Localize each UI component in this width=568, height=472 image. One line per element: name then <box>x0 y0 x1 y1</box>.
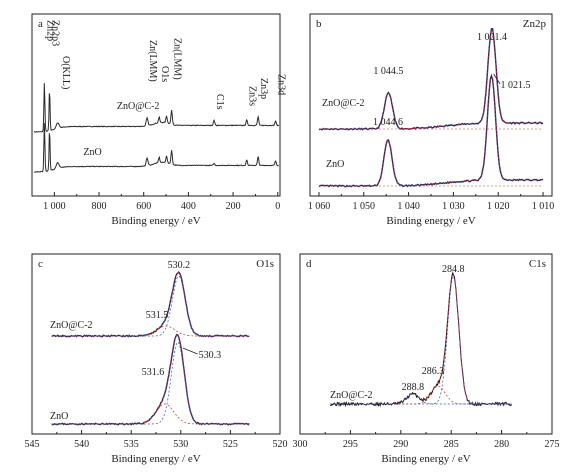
x-tick-label: 1 060 <box>308 201 331 212</box>
x-tick-label: 525 <box>223 439 238 450</box>
series-label: ZnO@C-2 <box>330 390 373 401</box>
peak-label: 530.2 <box>168 260 191 271</box>
peak-annotation: Zn3s <box>247 86 258 106</box>
series-line <box>51 270 250 338</box>
peak-annotation: Zn(LMM) <box>147 40 158 82</box>
x-tick-label: 1 020 <box>487 201 510 212</box>
x-tick-label: 800 <box>92 201 107 212</box>
fit-component <box>51 325 250 337</box>
x-tick-label: 300 <box>293 439 308 450</box>
peak-annotation: Zn(LMM) <box>172 38 183 80</box>
x-tick-label: 540 <box>74 439 89 450</box>
peak-label: 530.3 <box>199 350 222 361</box>
x-axis-label: Binding energy / eV <box>386 215 475 227</box>
panel-label: a <box>38 18 43 30</box>
x-tick-label: 280 <box>494 439 509 450</box>
peak-annotation: O1s <box>159 66 170 82</box>
peak-annotation: Zn2p <box>45 20 56 41</box>
x-tick-label: 200 <box>226 201 241 212</box>
x-tick-label: 1 040 <box>397 201 420 212</box>
peak-label: 531.5 <box>146 310 169 321</box>
peak-label: 1 044.5 <box>373 66 403 77</box>
x-tick-label: 530 <box>173 439 188 450</box>
peak-label: 531.6 <box>142 367 165 378</box>
x-tick-label: 285 <box>444 439 459 450</box>
panel-title: C1s <box>529 258 546 270</box>
x-tick-label: 600 <box>136 201 151 212</box>
series-line-zno-c2 <box>33 83 280 133</box>
panel-c-o1s: 545 540 535 530 525 520 Binding energy / eV c O1… <box>25 253 288 465</box>
x-tick-label: 520 <box>273 439 288 450</box>
peak-annotation: Zn3d <box>276 74 287 95</box>
panel-d-c1s: 300 295 290 285 280 275 Binding energy / eV d C1… <box>293 253 560 465</box>
fit-component <box>330 393 512 405</box>
panel-label: c <box>38 258 43 270</box>
x-tick-label: 545 <box>25 439 40 450</box>
peak-annotation: C1s <box>214 94 225 110</box>
fit-component <box>51 403 250 425</box>
series-line-zno <box>34 122 279 173</box>
plot-frame <box>31 13 281 197</box>
series-label: ZnO@C-2 <box>322 98 365 109</box>
x-tick-label: 0 <box>275 201 280 212</box>
peak-label: 1 021.4 <box>477 32 507 43</box>
peak-label: 1 044.6 <box>373 117 403 128</box>
x-tick-label: 1 030 <box>442 201 465 212</box>
peak-label: 286.3 <box>422 366 445 377</box>
series-label: ZnO@C-2 <box>117 101 160 112</box>
x-tick-label: 1 000 <box>43 201 66 212</box>
x-tick-label: 1 050 <box>353 201 376 212</box>
series-label: ZnO <box>326 159 344 170</box>
x-tick-label: 295 <box>343 439 358 450</box>
peak-label: 284.8 <box>442 264 465 275</box>
series-label: ZnO <box>83 147 101 158</box>
panel-title: Zn2p <box>523 18 547 30</box>
x-axis-label: Binding energy / eV <box>111 215 200 227</box>
peak-annotation: O(KLL) <box>60 56 71 89</box>
panel-b-zn2p: 1 060 1 050 1 040 1 030 1 020 1 010 Binding en… <box>308 13 555 227</box>
x-axis-label: Binding energy / eV <box>111 453 200 465</box>
leader-line <box>493 73 501 85</box>
x-tick-label: 290 <box>393 439 408 450</box>
peak-label: 1 021.5 <box>500 80 530 91</box>
panel-title: O1s <box>256 258 274 270</box>
series-label: ZnO@C-2 <box>50 320 93 331</box>
x-tick-label: 535 <box>124 439 139 450</box>
leader-line <box>182 347 198 355</box>
peak-annotation: Zn3p <box>258 78 269 99</box>
x-tick-label: 400 <box>181 201 196 212</box>
panel-label: b <box>316 18 322 30</box>
x-axis-label: Binding energy / eV <box>381 453 470 465</box>
peak-annotation: Zn2p3 <box>50 20 61 46</box>
panel-label: d <box>306 258 312 270</box>
peak-label: 288.8 <box>402 382 425 393</box>
x-tick-label: 1 010 <box>532 201 555 212</box>
x-tick-label: 275 <box>545 439 560 450</box>
series-label: ZnO <box>50 411 68 422</box>
